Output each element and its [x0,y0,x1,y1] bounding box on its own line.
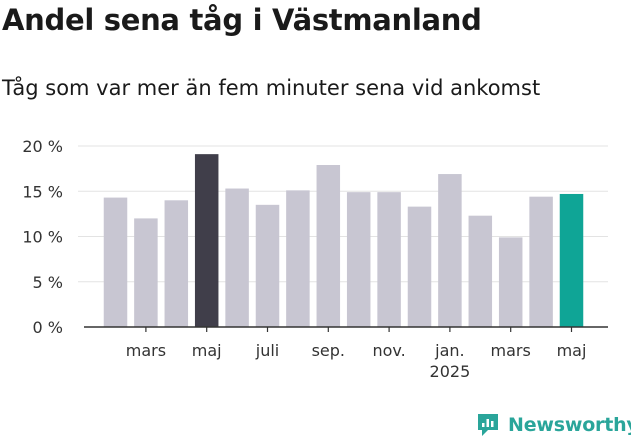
bar [529,196,553,327]
x-tick-label: nov. [372,341,405,360]
bar [286,190,310,327]
bar [346,192,371,327]
bar [164,200,189,327]
bar [407,206,432,327]
bar [438,174,462,327]
bar [468,215,493,327]
x-tick-label: maj [192,341,222,360]
y-tick-label: 15 % [22,182,63,201]
brand-name: Newsworthy [508,414,631,436]
x-tick-label: mars [126,341,166,360]
y-tick-label: 10 % [22,228,63,247]
bar [194,154,219,327]
chart-title: Andel sena tåg i Västmanland [2,3,482,37]
bar [225,188,249,327]
bar [134,218,158,327]
y-tick-label: 5 % [33,273,63,292]
chart-subtitle: Tåg som var mer än fem minuter sena vid … [2,76,541,100]
x-tick-label: sep. [312,341,345,360]
y-tick-label: 0 % [33,318,63,337]
bar [316,165,341,327]
bar [559,193,584,327]
bar [498,237,523,327]
brand-logo: Newsworthy [476,410,631,440]
bar [377,192,401,327]
newsworthy-logo-icon [478,414,498,436]
x-tick-label: jan. [434,341,464,360]
bar [103,197,128,327]
x-tick-label: juli [255,341,279,360]
x-tick-label: mars [491,341,531,360]
x-tick-sublabel: 2025 [430,362,471,381]
x-tick-label: maj [557,341,587,360]
bar [255,204,280,327]
y-tick-label: 20 % [22,137,63,156]
